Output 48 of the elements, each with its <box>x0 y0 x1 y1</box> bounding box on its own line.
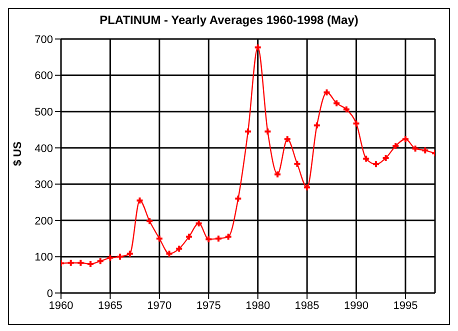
y-tick-label: 700 <box>34 34 53 46</box>
point <box>184 232 193 241</box>
y-tick-label: 100 <box>34 252 53 264</box>
point <box>234 194 242 203</box>
point <box>293 160 302 168</box>
y-tick-label: 300 <box>34 179 53 192</box>
point <box>175 244 184 253</box>
point <box>155 234 164 243</box>
x-tick-label: 1975 <box>196 300 221 312</box>
chart-title: PLATINUM - Yearly Averages 1960-1998 (May) <box>98 12 360 29</box>
point <box>126 250 134 258</box>
point <box>106 254 114 262</box>
point <box>254 43 262 52</box>
y-tick-label: 0 <box>46 288 53 300</box>
point <box>332 99 341 108</box>
y-tick-label: 200 <box>34 215 53 228</box>
point <box>116 252 124 261</box>
point <box>76 258 85 267</box>
point <box>146 217 154 226</box>
x-tick-label: 1995 <box>393 300 418 312</box>
point <box>372 160 380 168</box>
y-tick-label: 500 <box>34 106 53 118</box>
point <box>421 146 430 154</box>
point <box>411 144 420 153</box>
point <box>303 183 312 192</box>
point <box>362 154 370 163</box>
x-tick-label: 1965 <box>98 300 122 312</box>
point <box>224 232 232 241</box>
point <box>204 235 213 244</box>
y-axis-title: $ US <box>12 142 24 166</box>
x-tick-label: 1985 <box>294 300 320 312</box>
point <box>312 121 321 130</box>
x-tick-label: 1970 <box>147 300 172 312</box>
point <box>165 250 174 258</box>
point <box>283 135 292 144</box>
point <box>66 258 75 267</box>
x-tick-label: 1990 <box>344 300 369 312</box>
x-tick-label: 1980 <box>246 300 270 312</box>
point <box>194 219 203 228</box>
point <box>214 234 222 243</box>
x-tick-label: 1960 <box>48 300 74 312</box>
y-tick-label: 400 <box>34 142 53 155</box>
point <box>342 105 350 114</box>
point <box>96 257 104 266</box>
point <box>322 88 331 96</box>
point <box>274 170 282 178</box>
point <box>401 135 410 144</box>
y-tick-label: 600 <box>34 70 53 82</box>
